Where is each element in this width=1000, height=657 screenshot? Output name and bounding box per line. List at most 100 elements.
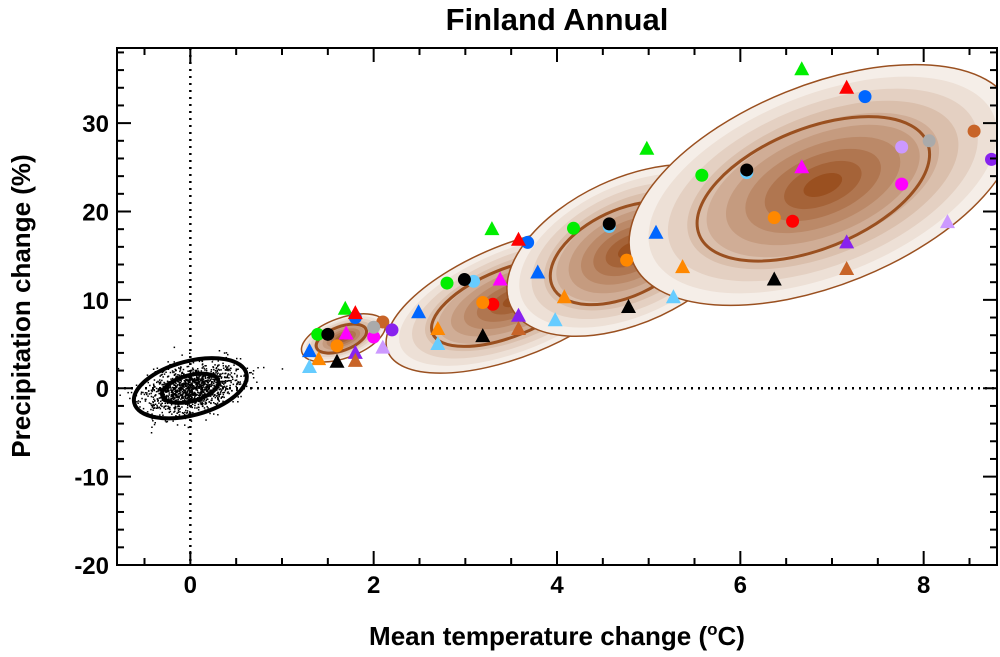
variability-dot (189, 383, 192, 385)
variability-dot (163, 383, 166, 385)
model-point-circle (330, 339, 344, 353)
variability-dot (178, 393, 180, 395)
variability-dot (215, 367, 218, 369)
x-axis-label-text: Mean temperature change ( (369, 621, 707, 651)
variability-dot (177, 383, 179, 386)
variability-dot (200, 379, 203, 381)
variability-dot (214, 403, 216, 405)
variability-dot (176, 394, 178, 396)
variability-dot (197, 382, 200, 385)
variability-dot (210, 369, 213, 371)
variability-dot (208, 377, 211, 379)
variability-dot (192, 371, 194, 373)
model-point-circle (695, 168, 709, 182)
variability-dot (171, 394, 173, 396)
variability-dot (195, 369, 198, 372)
variability-dot (201, 401, 203, 404)
variability-dot (176, 389, 179, 391)
variability-dot (199, 402, 202, 404)
variability-dot (217, 393, 219, 396)
variability-dot (179, 407, 181, 410)
variability-dot (234, 379, 237, 382)
model-point-triangle (639, 140, 655, 155)
variability-dot (217, 368, 220, 371)
variability-dot (200, 391, 203, 394)
variability-dot (236, 376, 238, 378)
variability-dot (226, 375, 229, 378)
variability-dot (175, 369, 177, 372)
model-point-triangle (411, 304, 427, 319)
variability-dot (179, 411, 181, 413)
model-point-triangle (530, 264, 546, 279)
variability-dot (231, 376, 234, 379)
variability-dot (206, 386, 208, 389)
model-point-triangle (547, 312, 563, 327)
variability-dot (200, 384, 202, 387)
variability-dot (165, 390, 167, 392)
variability-dot (210, 378, 212, 380)
variability-dot (177, 404, 179, 406)
variability-dot (153, 386, 155, 388)
variability-dot (213, 372, 215, 375)
variability-dot (189, 395, 191, 398)
variability-dot (237, 396, 239, 398)
variability-dot (239, 381, 241, 383)
variability-dot (199, 400, 201, 403)
variability-dot (164, 402, 166, 405)
variability-dot (205, 403, 207, 405)
variability-dot (204, 377, 207, 379)
variability-dot (191, 381, 194, 383)
variability-dot (205, 383, 208, 386)
variability-dot (140, 393, 142, 395)
variability-dot (137, 400, 140, 402)
variability-dot (202, 379, 204, 382)
variability-dot (217, 360, 219, 362)
variability-dot (174, 388, 177, 390)
variability-dot (174, 407, 177, 409)
variability-dot (196, 387, 198, 389)
variability-dot (203, 398, 206, 401)
variability-dot (200, 382, 203, 384)
variability-dot (187, 381, 190, 383)
variability-dot (183, 382, 185, 384)
model-point-triangle (940, 214, 955, 229)
variability-dot (213, 402, 215, 404)
variability-dot (211, 384, 213, 386)
variability-dot (195, 376, 198, 378)
variability-dot (224, 376, 226, 378)
variability-dot (188, 396, 191, 398)
variability-dot (245, 385, 248, 388)
model-point-circle (440, 276, 454, 290)
variability-dot (206, 389, 209, 391)
x-tick-label: 6 (734, 572, 747, 599)
variability-dot (224, 381, 227, 384)
variability-dot (204, 403, 206, 405)
variability-dot (202, 381, 205, 383)
variability-dot (227, 368, 229, 370)
model-point-triangle (475, 328, 491, 343)
variability-dot (168, 394, 170, 396)
model-point-triangle (347, 344, 363, 359)
variability-dot (152, 404, 155, 406)
variability-dot (221, 389, 223, 391)
variability-dot (226, 366, 229, 368)
variability-dot (216, 402, 219, 404)
variability-dot (205, 399, 207, 402)
plot-area (116, 47, 998, 566)
variability-dot (186, 365, 188, 368)
variability-dot (156, 406, 159, 408)
variability-dot (174, 394, 177, 396)
variability-dot (226, 369, 228, 371)
variability-dot (152, 404, 154, 406)
variability-dot (208, 376, 210, 378)
variability-dot (183, 413, 186, 416)
variability-dot (174, 397, 176, 400)
variability-dot (183, 389, 185, 392)
variability-dot (152, 400, 154, 403)
variability-dot (236, 357, 238, 360)
variability-dot (174, 393, 177, 395)
variability-dot (161, 405, 163, 408)
variability-dot (215, 381, 217, 384)
variability-dot (214, 396, 217, 399)
variability-dot (178, 414, 181, 416)
